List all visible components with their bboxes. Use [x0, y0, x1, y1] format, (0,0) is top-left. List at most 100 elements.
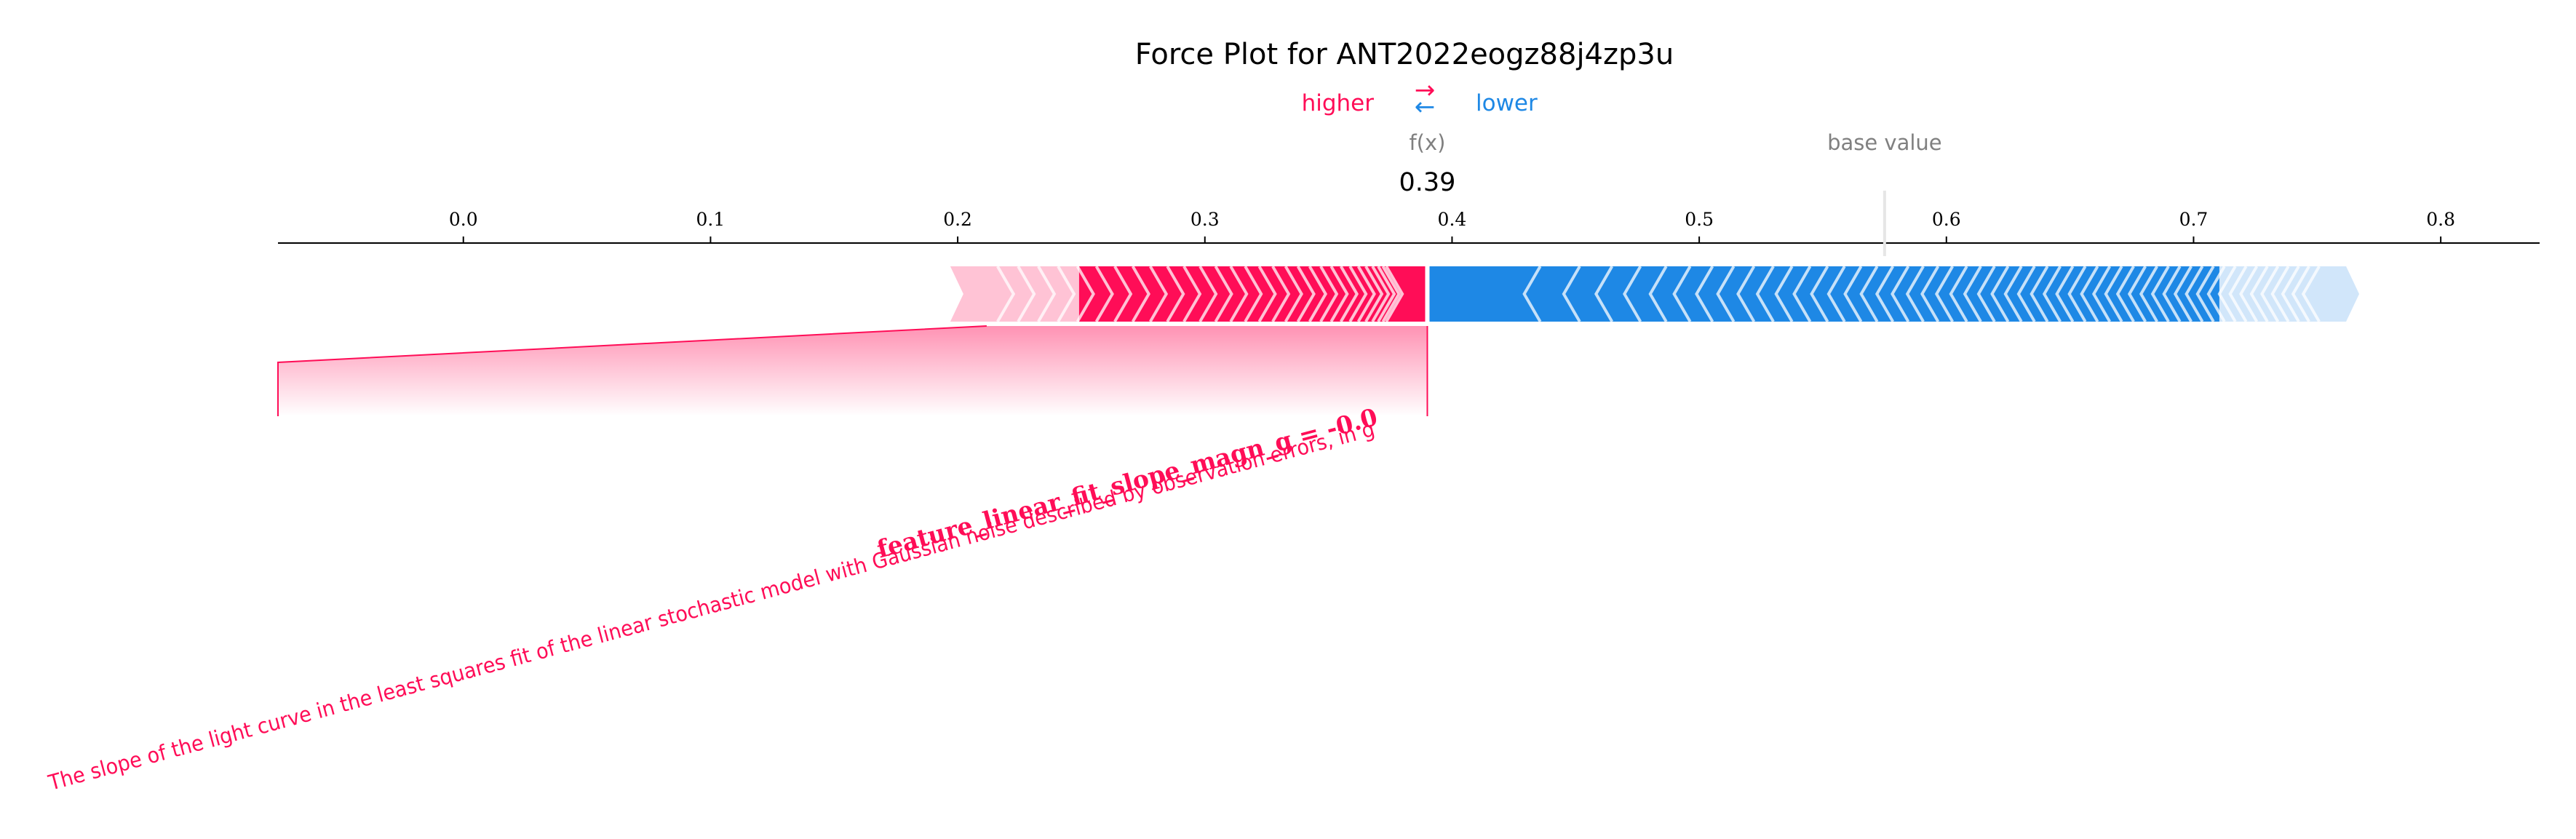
legend-lower: lower [1476, 90, 1538, 116]
negative-chevron [2127, 265, 2147, 323]
negative-chevron [2185, 265, 2204, 323]
negative-chevron [2173, 265, 2193, 323]
legend-arrows-icon: → ← [1415, 76, 1436, 122]
positive-chevron [1076, 265, 1095, 323]
positive-chevron [996, 265, 1016, 323]
negative-chevron [2260, 265, 2280, 323]
force-bars [950, 265, 2360, 323]
negative-chevron [1810, 265, 1829, 323]
positive-chevron [1131, 265, 1150, 323]
legend-arrow-left-icon: ← [1415, 92, 1436, 122]
negative-chevron [1695, 265, 1714, 323]
x-tick-label: 0.8 [2426, 209, 2455, 230]
positive-chevron [1385, 265, 1404, 323]
x-tick-label: 0.0 [449, 209, 478, 230]
negative-chevron [1774, 265, 1794, 323]
negative-chevron [1976, 265, 1996, 323]
positive-chevron [1037, 265, 1057, 323]
negative-chevron [1905, 265, 1925, 323]
positive-chevron [1284, 265, 1303, 323]
positive-chevron [1094, 265, 1114, 323]
negative-chevron [1522, 265, 1542, 323]
negative-chevron [1672, 265, 1692, 323]
negative-chevron [1934, 265, 1955, 323]
negative-chevron [1990, 265, 2010, 323]
positive-chevron [1381, 265, 1401, 323]
negative-chevron [2091, 265, 2112, 323]
negative-chevron [2291, 265, 2310, 323]
positive-chevron [1308, 265, 1328, 323]
positive-chevron [1377, 265, 1396, 323]
negative-chevron [2206, 265, 2226, 323]
base-value-label: base value [1827, 130, 1942, 155]
x-tick-label: 0.5 [1685, 209, 1714, 230]
positive-chevron [1339, 265, 1359, 323]
negative-chevron [1792, 265, 1812, 323]
feature-description: The slope of the light curve in the leas… [45, 416, 1377, 795]
positive-chevron [1229, 265, 1249, 323]
negative-chevron [2162, 265, 2182, 323]
negative-chevron [2301, 265, 2321, 323]
fx-label: f(x) [1409, 130, 1445, 155]
negative-bar-faded [2219, 266, 2360, 322]
positive-chevron [1198, 265, 1218, 323]
positive-chevron [1057, 265, 1076, 323]
negative-chevron [1594, 265, 1614, 323]
chart-title: Force Plot for ANT2022eogz88j4zp3u [1135, 38, 1674, 71]
negative-chevron [1648, 265, 1668, 323]
negative-chevron [2080, 265, 2099, 323]
x-tick-label: 0.1 [696, 209, 726, 230]
positive-chevron [1214, 265, 1233, 323]
negative-chevron [2067, 265, 2087, 323]
negative-chevron [1920, 265, 1940, 323]
negative-chevron [2217, 265, 2237, 323]
negative-chevron [2239, 265, 2259, 323]
negative-chevron [2249, 265, 2269, 323]
negative-chevron [1826, 265, 1846, 323]
positive-chevron [1271, 265, 1291, 323]
negative-chevron [2195, 265, 2215, 323]
negative-chevron [1755, 265, 1775, 323]
fx-value: 0.39 [1399, 168, 1456, 197]
positive-chevron [1364, 265, 1384, 323]
x-tick-label: 0.4 [1438, 209, 1467, 230]
negative-bar [1427, 266, 2219, 322]
negative-chevron [1716, 265, 1736, 323]
negative-chevron [1949, 265, 1968, 323]
negative-chevron [2030, 265, 2049, 323]
positive-chevron [1244, 265, 1263, 323]
legend-arrow-right-icon: → [1415, 76, 1436, 105]
negative-chevron [2016, 265, 2036, 323]
positive-chevron [1319, 265, 1339, 323]
negative-chevron [2139, 265, 2158, 323]
negative-chevron [1891, 265, 1910, 323]
positive-chevron [1329, 265, 1349, 323]
negative-chevron [1562, 265, 1581, 323]
negative-chevron [2104, 265, 2123, 323]
x-tick-label: 0.6 [1932, 209, 1961, 230]
annotation-fan-edge-left [277, 325, 987, 416]
negative-chevron [2281, 265, 2300, 323]
negative-chevron [1736, 265, 1756, 323]
negative-chevron [2042, 265, 2062, 323]
positive-chevron [1166, 265, 1185, 323]
positive-chevron [1113, 265, 1133, 323]
positive-chevron [1182, 265, 1202, 323]
x-tick-label: 0.7 [2179, 209, 2209, 230]
negative-chevron [1623, 265, 1642, 323]
positive-chevron [1296, 265, 1316, 323]
legend-higher: higher [1302, 90, 1375, 116]
negative-chevron [1859, 265, 1879, 323]
positive-chevron [1149, 265, 1169, 323]
negative-chevron [2115, 265, 2135, 323]
positive-chevron [1257, 265, 1277, 323]
positive-chevron [1017, 265, 1036, 323]
annotation-fan [278, 326, 1428, 416]
x-axis: 0.0 0.1 0.2 0.3 0.4 0.5 0.6 0.7 0.8 [278, 191, 2540, 256]
negative-chevron [1963, 265, 1982, 323]
x-tick-label: 0.2 [943, 209, 972, 230]
negative-chevron [1843, 265, 1863, 323]
positive-chevron [1356, 265, 1376, 323]
negative-chevron [2228, 265, 2248, 323]
